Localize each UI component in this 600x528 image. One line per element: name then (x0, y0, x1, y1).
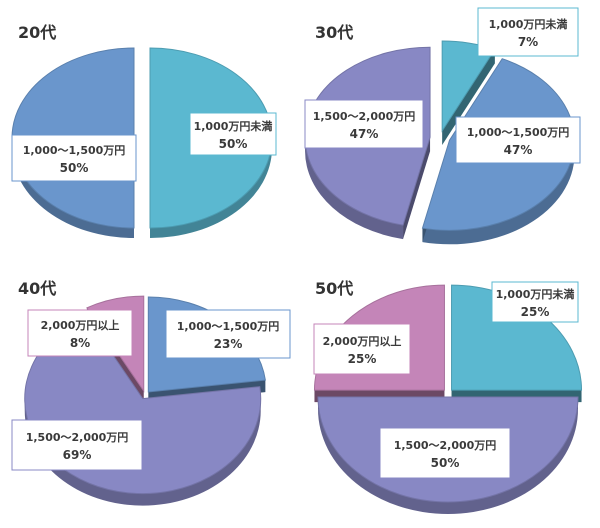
data-label-category: 1,000万円未満 (496, 287, 575, 301)
data-label-1-500-2-000-: 1,500～2,000万円 47% (304, 99, 424, 149)
panel-20s: 20代 1,000万円未満 50% 1,000～1,500万円 50% (11, 23, 277, 238)
data-label-1-000-: 1,000万円未満 7% (477, 7, 579, 57)
panel-30s: 30代 1,000万円未満7%1,000～1,500万円47%1,500～2,0… (304, 7, 581, 245)
panel-50s: 50代 1,000万円未満 25% 1,500～2,000万円 50% 2,000万円以… (313, 279, 583, 514)
data-label-1-000-1-500-: 1,000～1,500万円 23% (165, 309, 291, 359)
data-label-value: 50% (60, 161, 89, 175)
data-label-value: 8% (70, 336, 90, 350)
data-label-box (455, 116, 581, 164)
data-label-value: 47% (504, 143, 533, 157)
data-label-2-000-: 2,000万円以上 8% (27, 309, 133, 357)
data-label-box (27, 309, 133, 357)
data-label-box (165, 309, 291, 359)
data-label-category: 1,500～2,000万円 (313, 110, 416, 123)
data-label-value: 50% (431, 456, 460, 470)
data-label-value: 69% (63, 448, 92, 462)
data-label-1-500-2-000-: 1,500～2,000万円 69% (11, 419, 143, 471)
data-label-box (491, 281, 579, 323)
data-label-category: 1,500～2,000万円 (26, 431, 129, 444)
data-label-1-000-1-500-: 1,000～1,500万円 50% (11, 134, 137, 182)
data-label-category: 1,500～2,000万円 (394, 439, 497, 452)
data-label-1-000-1-500-: 1,000～1,500万円 47% (455, 116, 581, 164)
data-label-box (11, 419, 143, 471)
panel-30s-title: 30代 (315, 23, 353, 42)
slice-wall-1-500-2-000- (305, 137, 404, 240)
panel-20s-title: 20代 (18, 23, 56, 42)
data-label-1-000-: 1,000万円未満 50% (189, 112, 277, 156)
data-label-value: 25% (348, 352, 377, 366)
data-label-box (304, 99, 424, 149)
slice-wall-1-000-1-500- (422, 140, 575, 245)
panel-40s: 40代 1,000～1,500万円 23% 1,500～2,000万円 69% 2,00… (11, 279, 291, 506)
panel-40s-title: 40代 (18, 279, 56, 298)
data-label-box (189, 112, 277, 156)
panel-50s-title: 50代 (315, 279, 353, 298)
data-label-box (11, 134, 137, 182)
data-label-1-000-: 1,000万円未満 25% (491, 281, 579, 323)
data-label-value: 7% (518, 35, 538, 49)
data-label-value: 25% (521, 305, 550, 319)
data-label-value: 47% (350, 127, 379, 141)
data-label-value: 23% (214, 337, 243, 351)
data-label-category: 2,000万円以上 (323, 334, 402, 348)
data-label-box (379, 427, 511, 479)
data-label-2-000-: 2,000万円以上 25% (313, 323, 411, 375)
slice-cut-1-500-2-000--0 (403, 137, 431, 240)
data-label-category: 1,000～1,500万円 (23, 144, 126, 157)
data-label-value: 50% (219, 137, 248, 151)
data-label-category: 1,000万円未満 (194, 119, 273, 133)
data-label-box (477, 7, 579, 57)
data-label-category: 2,000万円以上 (41, 318, 120, 332)
data-label-category: 1,000～1,500万円 (177, 320, 280, 333)
slice-cut-1-000--1 (442, 49, 495, 145)
data-label-category: 1,000万円未満 (489, 17, 568, 31)
data-label-category: 1,000～1,500万円 (467, 126, 570, 139)
data-label-box (313, 323, 411, 375)
data-label-1-500-2-000-: 1,500～2,000万円 50% (379, 427, 511, 479)
